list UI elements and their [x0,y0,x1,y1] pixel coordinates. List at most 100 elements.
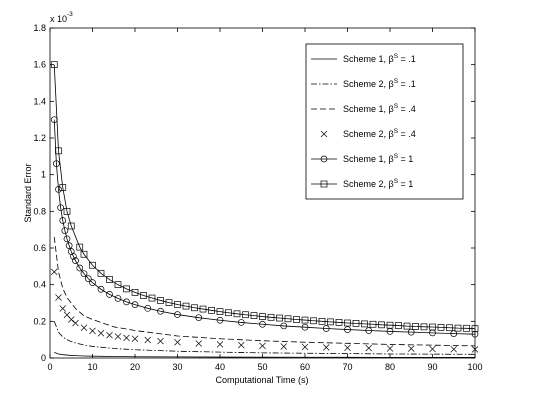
y-tick-label: 1.6 [33,60,46,70]
data-point [114,333,122,340]
data-point [369,320,377,328]
data-point [216,341,224,348]
data-point [65,242,73,249]
data-point [225,309,232,317]
data-point [446,324,453,332]
legend-entry-5: Scheme 1, βS = 1 [311,153,413,164]
legend-label: Scheme 1, βS = .4 [343,103,416,114]
data-point [59,305,66,312]
data-point [63,207,71,215]
legend-entry-3: Scheme 1, βS = .4 [311,103,416,114]
legend-label: Scheme 2, βS = 1 [343,178,413,189]
series-line [54,351,476,358]
data-point [59,184,67,191]
legend-label-value: = 1 [398,154,413,164]
legend-box [305,43,464,200]
data-point [191,304,198,312]
legend-label-superscript: S [394,178,399,185]
data-point [238,341,245,349]
data-point [344,319,351,327]
data-point [437,324,445,331]
data-point [157,337,164,345]
data-point [144,304,152,312]
data-point [106,291,113,298]
legend-label-superscript: S [394,53,399,60]
legend-label-value: = 1 [398,179,413,189]
data-point [68,316,75,323]
data-point [216,316,224,324]
y-tick-label: 0.2 [33,316,46,326]
y-tick-label: 0 [41,353,46,363]
x-tick-label: 100 [467,362,482,372]
data-point [106,276,113,283]
y-tick-label: 0.8 [33,206,46,216]
data-point [195,314,203,322]
legend-label-text: Scheme 2, β [343,179,394,189]
data-point [301,343,309,351]
data-point [157,297,164,304]
data-point [84,275,92,282]
data-point [327,318,334,326]
y-multiplier-exponent: -3 [67,11,73,18]
data-point [195,340,202,347]
data-point [57,204,64,212]
x-tick-label: 0 [47,362,52,372]
x-tick-label: 90 [427,362,437,372]
data-point [174,311,181,318]
data-point [80,270,88,278]
data-point [80,250,88,258]
legend-label: Scheme 2, βS = .1 [343,78,416,89]
data-point [267,313,275,321]
legend-label: Scheme 2, βS = .4 [343,128,416,139]
series-3 [53,236,476,347]
data-point [72,319,79,327]
data-point [53,160,60,168]
x-tick-label: 70 [342,362,352,372]
legend-label-superscript: S [394,78,399,85]
data-point [67,222,75,230]
data-point [259,313,266,320]
legend-label-value: = .4 [398,129,416,139]
data-point [208,306,215,314]
data-point [365,344,372,352]
data-point [97,330,105,337]
series-6 [50,61,479,333]
data-point [318,317,326,325]
series-2 [53,321,476,355]
data-point [182,302,190,310]
x-tick-label: 10 [87,362,97,372]
legend-entry-1: Scheme 1, βS = .1 [311,53,416,64]
series-5 [50,116,479,338]
y-tick-label: 1.4 [33,96,46,106]
data-point [140,292,147,299]
legend-entry-2: Scheme 2, βS = .1 [311,78,416,89]
x-tick-label: 40 [215,362,225,372]
data-point [233,310,241,318]
legend-label-superscript: S [394,153,399,160]
legend-label: Scheme 1, βS = 1 [343,153,413,164]
data-point [450,330,458,337]
legend-entry-6: Scheme 2, βS = 1 [311,178,413,189]
series-4 [51,268,479,353]
data-point [259,342,266,350]
data-point [89,279,96,286]
legend-label-text: Scheme 1, β [343,54,394,64]
data-point [408,345,415,352]
data-point [395,322,402,329]
data-point [148,294,156,302]
data-point [114,295,122,302]
data-point [301,323,309,331]
data-point [80,324,88,331]
data-point [123,334,130,342]
data-point [407,328,415,336]
data-point [344,344,351,351]
data-point [361,320,368,328]
data-point [322,325,330,332]
data-point [454,324,462,332]
series-layer [50,61,479,358]
data-point [365,327,373,334]
data-point [259,320,266,328]
data-point [463,324,470,332]
data-point [97,269,105,277]
